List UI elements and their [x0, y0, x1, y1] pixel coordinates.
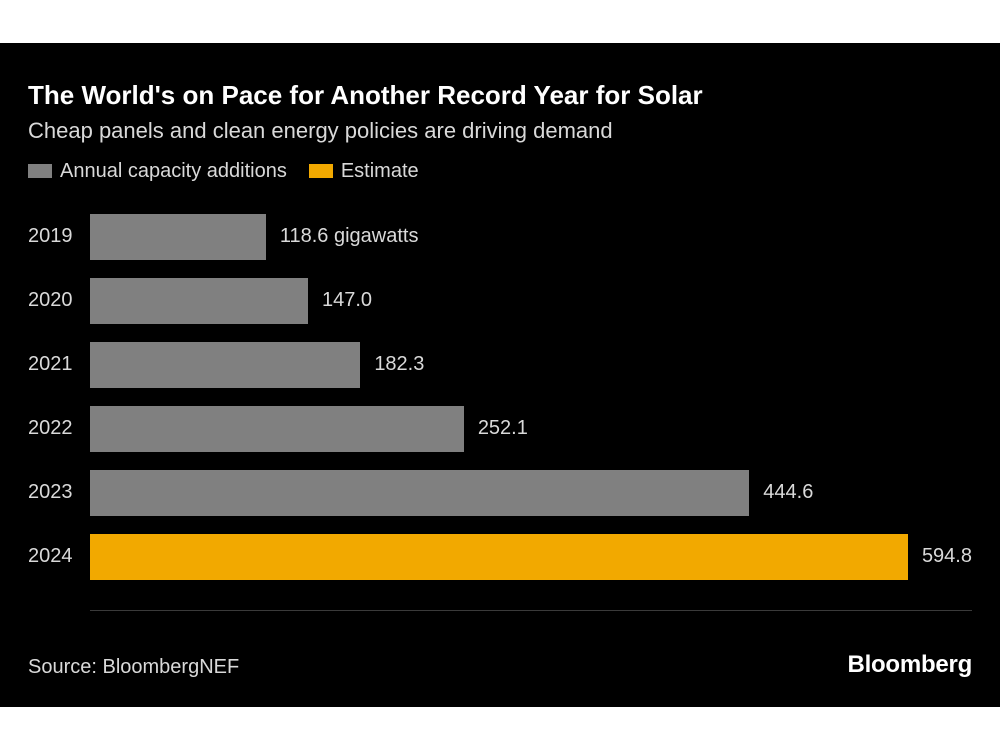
brand-logo: Bloomberg	[847, 651, 972, 679]
bar	[90, 470, 749, 516]
bar-row: 2024 594.8	[28, 525, 972, 589]
axis-line	[90, 610, 972, 611]
legend-item-estimate: Estimate	[309, 160, 419, 183]
value-label: 182.3	[374, 353, 424, 376]
chart-title: The World's on Pace for Another Record Y…	[28, 79, 972, 112]
chart-legend: Annual capacity additions Estimate	[28, 160, 972, 183]
bar	[90, 406, 464, 452]
bar-track: 182.3	[90, 342, 972, 388]
bar-row: 2020 147.0	[28, 269, 972, 333]
year-label: 2022	[28, 417, 90, 440]
bar	[90, 214, 266, 260]
source-text: Source: BloombergNEF	[28, 656, 239, 679]
year-label: 2024	[28, 545, 90, 568]
bar-track: 118.6 gigawatts	[90, 214, 972, 260]
bar-track: 594.8	[90, 534, 972, 580]
legend-swatch-estimate	[309, 164, 333, 178]
legend-label-actual: Annual capacity additions	[60, 160, 287, 183]
year-label: 2023	[28, 481, 90, 504]
bar	[90, 278, 308, 324]
bar	[90, 342, 360, 388]
legend-swatch-actual	[28, 164, 52, 178]
bar-row: 2022 252.1	[28, 397, 972, 461]
legend-item-actual: Annual capacity additions	[28, 160, 287, 183]
bar-track: 252.1	[90, 406, 972, 452]
bar-track: 444.6	[90, 470, 972, 516]
year-label: 2020	[28, 289, 90, 312]
value-label: 252.1	[478, 417, 528, 440]
chart-bars: 2019118.6 gigawatts2020147.02021182.3202…	[28, 205, 972, 603]
chart-container: The World's on Pace for Another Record Y…	[0, 43, 1000, 707]
value-label: 147.0	[322, 289, 372, 312]
chart-footer: Source: BloombergNEF Bloomberg	[28, 651, 972, 679]
year-label: 2021	[28, 353, 90, 376]
bar-row: 2019 118.6 gigawatts	[28, 205, 972, 269]
bar	[90, 534, 908, 580]
legend-label-estimate: Estimate	[341, 160, 419, 183]
year-label: 2019	[28, 225, 90, 248]
value-label: 118.6 gigawatts	[280, 225, 419, 248]
value-label: 594.8	[922, 545, 972, 568]
chart-subtitle: Cheap panels and clean energy policies a…	[28, 118, 972, 144]
bar-row: 2021 182.3	[28, 333, 972, 397]
bar-track: 147.0	[90, 278, 972, 324]
bar-row: 2023 444.6	[28, 461, 972, 525]
value-label: 444.6	[763, 481, 813, 504]
chart-inner: The World's on Pace for Another Record Y…	[0, 43, 1000, 707]
